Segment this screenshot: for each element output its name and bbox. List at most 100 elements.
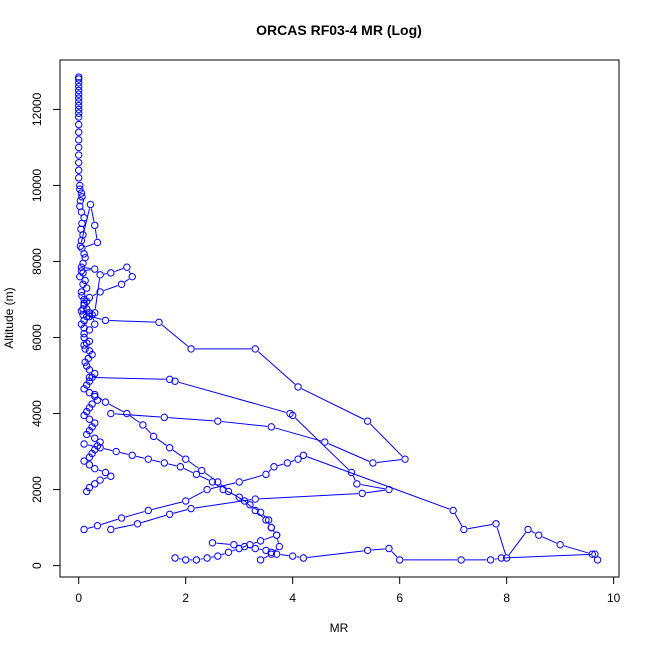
data-point (96, 444, 104, 452)
series-line-segment (280, 554, 289, 557)
data-point (91, 434, 99, 442)
series-line-segment (242, 545, 247, 548)
series-line-segment (168, 417, 214, 422)
data-point (75, 174, 83, 182)
data-point (80, 440, 88, 448)
series-line-segment (277, 463, 284, 467)
series-line-segment (103, 273, 107, 275)
series-line-segment (494, 558, 498, 560)
series-line-segment (273, 530, 275, 533)
data-point (101, 398, 110, 406)
data-point (81, 345, 89, 353)
data-point (107, 525, 115, 534)
data-point (144, 506, 152, 515)
series-line-segment (242, 474, 263, 482)
data-point (214, 417, 222, 425)
data-point (88, 350, 96, 359)
data-point (75, 105, 83, 114)
data-point (85, 293, 94, 302)
x-tick-label: 6 (396, 591, 403, 605)
series-line-segment (247, 503, 253, 509)
series-line-segment (221, 553, 225, 556)
data-point (214, 478, 222, 486)
data-point (85, 373, 94, 382)
series-line-segment (221, 421, 268, 427)
series-line-segment (467, 523, 493, 530)
data-point (128, 272, 136, 281)
series-line-segment (352, 475, 356, 481)
x-tick-label: 0 (75, 591, 82, 605)
data-point (80, 341, 88, 349)
data-point (556, 540, 564, 549)
series-line-segment (156, 438, 167, 446)
data-point (76, 185, 84, 193)
series-line-segment (103, 448, 113, 452)
data-point (246, 540, 254, 549)
data-point (80, 250, 88, 258)
series-line-segment (101, 518, 118, 525)
data-point (75, 113, 83, 121)
data-point (117, 280, 126, 288)
data-point (321, 438, 329, 446)
series-line-segment (87, 444, 97, 448)
data-point (272, 531, 281, 539)
data-point (497, 554, 506, 562)
series-line-segment (168, 463, 177, 467)
series-line-segment (391, 551, 398, 558)
series-line-segment (119, 451, 129, 455)
series-line-segment (108, 403, 124, 413)
series-line-segment (301, 388, 365, 420)
series-line-segment (85, 267, 91, 270)
data-point (91, 464, 99, 473)
series-line-segment (306, 456, 450, 510)
y-tick-label: 0 (30, 562, 44, 569)
x-tick-label: 4 (289, 591, 296, 605)
series-line-segment (508, 532, 527, 556)
data-point (275, 542, 284, 551)
data-point (91, 265, 99, 273)
series-line-segment (204, 472, 215, 481)
data-point (182, 497, 190, 505)
series-line-segment (97, 396, 103, 401)
x-tick-label: 10 (607, 591, 621, 605)
data-point (235, 478, 243, 486)
series-line-segment (232, 549, 236, 552)
data-point (246, 501, 254, 509)
data-point (83, 487, 91, 496)
series-line-segment (103, 477, 108, 480)
data-point (363, 417, 372, 425)
data-point (449, 506, 457, 515)
series-line-segment (172, 449, 183, 458)
data-point (75, 143, 83, 152)
data-point (182, 455, 190, 463)
data-point (75, 101, 83, 110)
data-point (198, 466, 206, 475)
data-point (262, 546, 270, 555)
x-axis: 0 2 4 6 8 10 (75, 576, 621, 605)
data-point (75, 166, 83, 174)
data-point (299, 554, 308, 562)
series-line-segment (125, 511, 145, 518)
series-line-segment (152, 501, 182, 510)
data-point (262, 516, 270, 524)
data-point (262, 470, 270, 479)
data-point (75, 75, 83, 83)
data-point (75, 128, 83, 136)
data-point (75, 120, 83, 129)
series-line-segment (542, 536, 557, 544)
series-line-segment (93, 377, 166, 380)
series-line-segment (92, 318, 95, 321)
data-point (251, 495, 259, 503)
y-tick-label: 2000 (30, 476, 44, 503)
data-point (77, 236, 86, 245)
data-point (79, 305, 87, 313)
data-point (176, 463, 185, 471)
data-point (203, 485, 211, 494)
series-1 (75, 73, 136, 496)
data-point (353, 480, 361, 488)
data-point (240, 497, 249, 505)
data-point (182, 556, 190, 564)
data-point (235, 544, 243, 553)
data-point (76, 196, 85, 205)
data-point (96, 288, 104, 296)
